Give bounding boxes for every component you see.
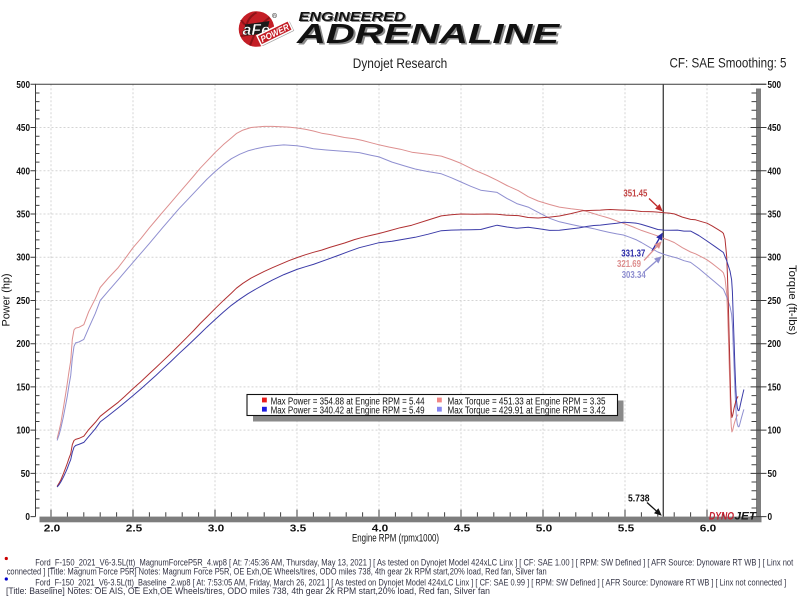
svg-text:5.0: 5.0 bbox=[536, 523, 553, 535]
svg-text:Dynojet Research: Dynojet Research bbox=[353, 55, 448, 71]
svg-text:450: 450 bbox=[16, 122, 30, 134]
svg-text:Torque (ft-lbs): Torque (ft-lbs) bbox=[786, 265, 798, 335]
svg-text:Ford_F-150_2021_V6-3.5L(tt)_Ma: Ford_F-150_2021_V6-3.5L(tt)_MagnumForceP… bbox=[35, 557, 793, 567]
svg-text:CF: SAE Smoothing: 5: CF: SAE Smoothing: 5 bbox=[670, 55, 787, 71]
svg-text:300: 300 bbox=[768, 252, 782, 264]
svg-text:Max Power = 340.42 at Engine R: Max Power = 340.42 at Engine RPM = 5.49 bbox=[271, 406, 425, 417]
svg-text:Engine RPM (rpmx1000): Engine RPM (rpmx1000) bbox=[352, 533, 439, 545]
svg-text:R: R bbox=[273, 13, 277, 18]
svg-text:Max Power = 354.88 at Engine R: Max Power = 354.88 at Engine RPM = 5.44 bbox=[271, 396, 425, 407]
svg-text:0: 0 bbox=[768, 511, 773, 523]
svg-text:250: 250 bbox=[768, 295, 782, 307]
svg-text:2.0: 2.0 bbox=[44, 523, 61, 535]
svg-text:Power (hp): Power (hp) bbox=[1, 274, 13, 327]
svg-text:321.69: 321.69 bbox=[617, 258, 641, 270]
svg-text:200: 200 bbox=[768, 338, 782, 350]
svg-text:350: 350 bbox=[768, 209, 782, 221]
svg-text:ADRENALINE: ADRENALINE bbox=[298, 20, 563, 51]
svg-text:Max Torque = 451.33 at Engine: Max Torque = 451.33 at Engine RPM = 3.35 bbox=[448, 396, 606, 407]
svg-text:200: 200 bbox=[16, 338, 30, 350]
svg-text:3.0: 3.0 bbox=[208, 523, 225, 535]
svg-text:0: 0 bbox=[25, 511, 30, 523]
svg-text:500: 500 bbox=[16, 79, 30, 91]
svg-text:[Title: Baseline] Notes: OE A: [Title: Baseline] Notes: OE AIS, OE Exh,… bbox=[6, 586, 490, 596]
svg-text:2.5: 2.5 bbox=[126, 523, 143, 535]
svg-text:50: 50 bbox=[768, 468, 777, 480]
svg-text:331.37: 331.37 bbox=[621, 247, 645, 259]
svg-text:50: 50 bbox=[21, 468, 30, 480]
svg-text:ADRENALINE: ADRENALINE bbox=[296, 18, 561, 49]
svg-text:300: 300 bbox=[16, 252, 30, 264]
svg-text:150: 150 bbox=[768, 381, 782, 393]
svg-text:connected ] [Title: Magnum For: connected ] [Title: Magnum Force P5R] No… bbox=[7, 567, 547, 577]
svg-text:350: 350 bbox=[16, 209, 30, 221]
svg-text:450: 450 bbox=[768, 122, 782, 134]
svg-text:500: 500 bbox=[768, 79, 782, 91]
svg-text:400: 400 bbox=[768, 165, 782, 177]
svg-text:JET: JET bbox=[735, 511, 758, 523]
svg-text:6.0: 6.0 bbox=[700, 523, 717, 535]
svg-text:351.45: 351.45 bbox=[623, 188, 647, 200]
svg-text:ENGINEERED: ENGINEERED bbox=[300, 10, 408, 25]
svg-text:ENGINEERED: ENGINEERED bbox=[299, 9, 407, 24]
svg-text:250: 250 bbox=[16, 295, 30, 307]
svg-text:3.5: 3.5 bbox=[290, 523, 307, 535]
svg-text:100: 100 bbox=[768, 425, 782, 437]
svg-text:303.34: 303.34 bbox=[622, 269, 646, 281]
svg-text:DYNO: DYNO bbox=[709, 511, 734, 523]
svg-text:Ford_F-150_2021_V6-3.5L(tt)_Ba: Ford_F-150_2021_V6-3.5L(tt)_Baseline_2.w… bbox=[35, 577, 786, 587]
svg-text:4.0: 4.0 bbox=[372, 523, 389, 535]
svg-text:400: 400 bbox=[16, 165, 30, 177]
svg-text:150: 150 bbox=[16, 381, 30, 393]
svg-text:100: 100 bbox=[16, 425, 30, 437]
svg-text:4.5: 4.5 bbox=[454, 523, 471, 535]
svg-text:Max Torque = 429.91 at Engine: Max Torque = 429.91 at Engine RPM = 3.42 bbox=[448, 406, 606, 417]
svg-text:5.5: 5.5 bbox=[618, 523, 635, 535]
svg-text:5.738: 5.738 bbox=[628, 493, 650, 505]
